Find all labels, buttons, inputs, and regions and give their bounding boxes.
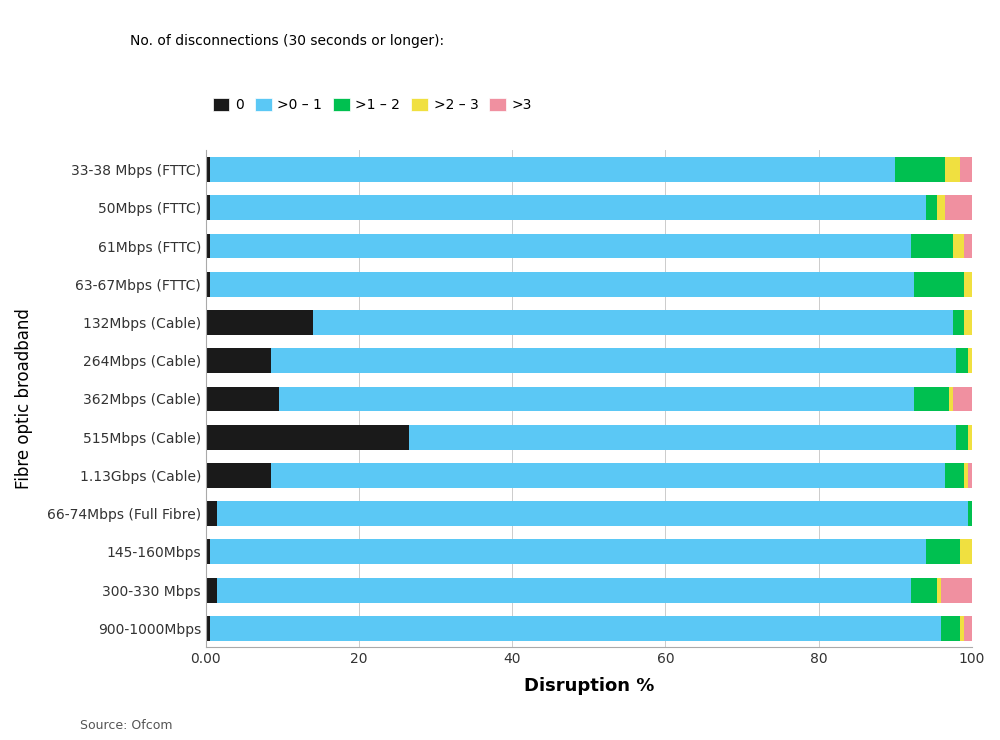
Bar <box>945 195 972 221</box>
Bar <box>217 501 968 526</box>
Bar <box>964 310 972 335</box>
Bar <box>206 386 279 411</box>
Bar <box>271 349 956 373</box>
Bar <box>217 578 911 602</box>
Bar <box>206 616 210 641</box>
Bar <box>953 386 972 411</box>
Bar <box>210 195 926 221</box>
Bar <box>945 157 960 182</box>
Bar <box>206 425 409 450</box>
Bar <box>206 310 313 335</box>
Bar <box>206 195 210 221</box>
Y-axis label: Fibre optic broadband: Fibre optic broadband <box>15 309 33 489</box>
X-axis label: Disruption %: Disruption % <box>524 677 654 696</box>
Bar <box>206 349 271 373</box>
Bar <box>941 616 960 641</box>
Bar <box>206 578 217 602</box>
Bar <box>968 501 972 526</box>
Bar <box>911 234 953 258</box>
Bar <box>968 349 972 373</box>
Bar <box>949 386 953 411</box>
Bar <box>914 386 949 411</box>
Bar <box>206 463 271 488</box>
Bar <box>926 539 960 565</box>
Bar <box>941 578 972 602</box>
Bar <box>279 386 914 411</box>
Bar <box>911 578 937 602</box>
Bar <box>210 234 911 258</box>
Bar <box>210 616 941 641</box>
Legend: 0, >0 – 1, >1 – 2, >2 – 3, >3: 0, >0 – 1, >1 – 2, >2 – 3, >3 <box>213 98 532 112</box>
Bar <box>271 463 945 488</box>
Bar <box>968 463 972 488</box>
Bar <box>964 616 972 641</box>
Bar <box>968 425 972 450</box>
Bar <box>926 195 937 221</box>
Bar <box>895 157 945 182</box>
Bar <box>937 578 941 602</box>
Bar <box>206 234 210 258</box>
Bar <box>964 463 968 488</box>
Bar <box>914 272 964 297</box>
Bar <box>945 463 964 488</box>
Bar <box>206 272 210 297</box>
Bar <box>409 425 956 450</box>
Text: No. of disconnections (30 seconds or longer):: No. of disconnections (30 seconds or lon… <box>130 34 444 48</box>
Bar <box>206 539 210 565</box>
Bar <box>210 272 914 297</box>
Bar <box>964 272 972 297</box>
Bar <box>953 310 964 335</box>
Bar <box>937 195 945 221</box>
Bar <box>964 234 972 258</box>
Bar <box>210 157 895 182</box>
Bar <box>956 349 968 373</box>
Bar <box>960 539 972 565</box>
Bar <box>960 157 972 182</box>
Bar <box>960 616 964 641</box>
Bar <box>206 501 217 526</box>
Bar <box>210 539 926 565</box>
Bar <box>206 157 210 182</box>
Bar <box>313 310 953 335</box>
Text: Source: Ofcom: Source: Ofcom <box>80 719 173 732</box>
Bar <box>956 425 968 450</box>
Bar <box>953 234 964 258</box>
